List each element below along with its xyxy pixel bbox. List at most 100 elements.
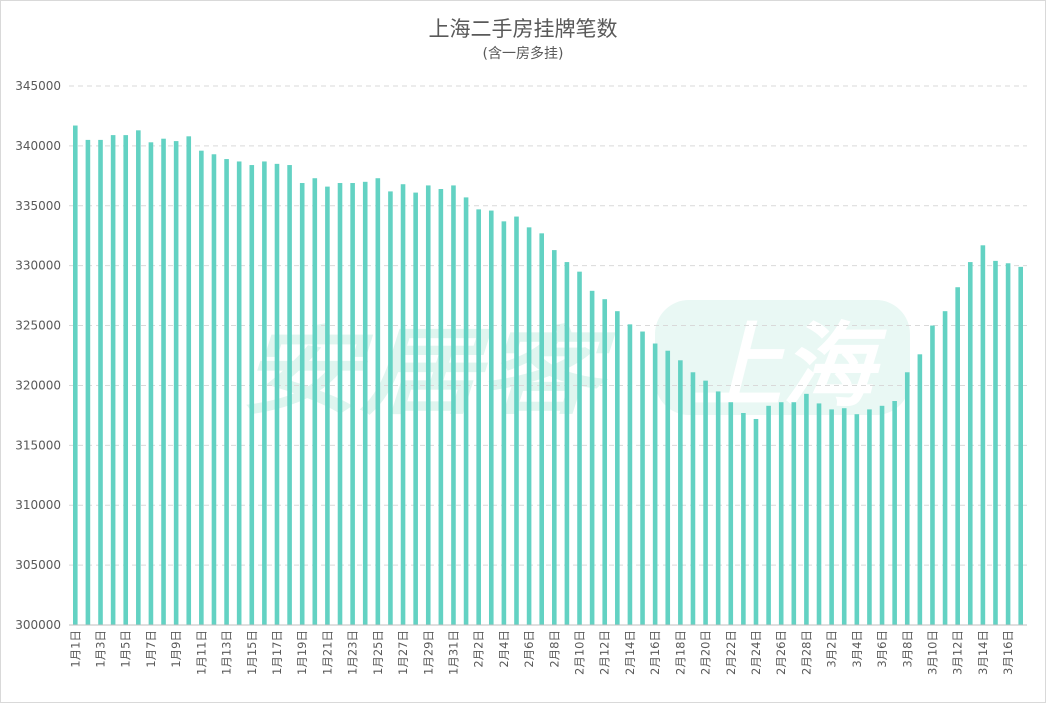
bar xyxy=(110,135,116,626)
bar xyxy=(514,216,519,625)
x-tick-label: 1月13日 xyxy=(220,630,234,675)
bar xyxy=(552,250,557,625)
bar xyxy=(804,393,809,625)
bar xyxy=(274,163,280,626)
bar xyxy=(312,178,318,626)
y-tick-label: 325000 xyxy=(15,319,61,333)
y-axis-ticks: 300000 305000 310000 315000 320000 325000 3300… xyxy=(15,79,61,632)
x-tick-label: 3月10日 xyxy=(925,630,939,675)
bar xyxy=(224,159,229,625)
bar xyxy=(539,233,544,625)
x-tick-label: 2月10日 xyxy=(573,630,587,675)
bar xyxy=(337,183,343,625)
bar xyxy=(85,139,91,625)
bar xyxy=(841,408,847,625)
x-tick-label: 2月16日 xyxy=(648,630,662,675)
bar xyxy=(867,409,872,625)
bar xyxy=(173,141,179,625)
x-tick-label: 3月8日 xyxy=(900,630,914,668)
x-tick-label: 1月17日 xyxy=(270,630,284,675)
bar xyxy=(640,331,645,625)
x-tick-label: 1月31日 xyxy=(446,630,460,675)
bar xyxy=(892,401,897,625)
gridlines xyxy=(69,85,1027,566)
bar xyxy=(917,354,923,625)
x-tick-label: 1月1日 xyxy=(68,630,82,668)
bar xyxy=(980,245,986,626)
bar-series xyxy=(73,125,1023,626)
bar xyxy=(778,402,784,625)
bar xyxy=(955,287,960,625)
bar xyxy=(930,325,935,625)
y-tick-label: 340000 xyxy=(15,139,61,153)
bar xyxy=(904,372,910,625)
x-tick-label: 2月18日 xyxy=(673,630,687,675)
x-tick-label: 1月3日 xyxy=(94,630,108,668)
x-tick-label: 1月21日 xyxy=(320,630,334,675)
x-tick-label: 2月28日 xyxy=(799,630,813,675)
bar xyxy=(526,227,532,625)
bar xyxy=(652,343,658,625)
x-tick-label: 2月12日 xyxy=(598,630,612,675)
bar xyxy=(262,161,267,625)
bar xyxy=(577,271,582,625)
y-tick-label: 345000 xyxy=(15,79,61,93)
bar xyxy=(829,409,834,625)
x-tick-label: 1月15日 xyxy=(245,630,259,675)
x-tick-label: 2月26日 xyxy=(774,630,788,675)
bar xyxy=(438,189,444,625)
bar xyxy=(413,192,418,625)
bar xyxy=(879,405,885,625)
bar xyxy=(199,150,204,625)
x-tick-label: 2月4日 xyxy=(497,630,511,668)
bar xyxy=(564,262,570,625)
bar xyxy=(741,412,746,625)
x-tick-label: 1月11日 xyxy=(194,630,208,675)
bar xyxy=(161,138,166,625)
bar xyxy=(388,191,393,625)
bar xyxy=(249,165,255,626)
bar xyxy=(400,184,406,625)
bar xyxy=(123,135,129,626)
bar xyxy=(854,414,860,625)
x-tick-label: 2月14日 xyxy=(623,630,637,675)
x-tick-label: 3月4日 xyxy=(850,630,864,668)
bar xyxy=(325,186,330,626)
bar xyxy=(463,197,469,625)
x-axis-ticks: 1月1日 1月3日 1月5日 1月7日 1月9日 1月11日 1月13日 1月15日 1月17日… xyxy=(68,630,1015,675)
bar xyxy=(602,299,608,625)
bar xyxy=(488,210,494,625)
x-tick-label: 2月22日 xyxy=(724,630,738,675)
bar xyxy=(715,391,721,625)
bar xyxy=(236,161,242,625)
bar xyxy=(993,260,998,625)
bar xyxy=(425,185,431,626)
x-tick-label: 2月8日 xyxy=(547,630,561,668)
bar xyxy=(665,350,671,625)
bar xyxy=(299,183,305,625)
x-tick-label: 1月9日 xyxy=(169,630,183,668)
x-tick-label: 1月25日 xyxy=(371,630,385,675)
y-tick-label: 330000 xyxy=(15,259,61,273)
bar xyxy=(73,125,78,625)
bar xyxy=(942,311,948,625)
y-tick-label: 310000 xyxy=(15,498,61,512)
bar xyxy=(728,402,734,625)
bar xyxy=(362,181,368,625)
bar xyxy=(451,185,456,626)
bar xyxy=(791,402,797,625)
bar xyxy=(136,130,141,625)
watermark-badge xyxy=(655,300,910,415)
y-tick-label: 315000 xyxy=(15,438,61,452)
x-tick-label: 2月24日 xyxy=(749,630,763,675)
y-tick-label: 305000 xyxy=(15,558,61,572)
x-tick-label: 1月29日 xyxy=(421,630,435,675)
x-tick-label: 3月6日 xyxy=(875,630,889,668)
x-tick-label: 1月5日 xyxy=(119,630,133,668)
x-tick-label: 3月2日 xyxy=(825,630,839,668)
x-tick-label: 1月19日 xyxy=(295,630,309,675)
x-tick-label: 1月27日 xyxy=(396,630,410,675)
x-tick-label: 3月14日 xyxy=(976,630,990,675)
bar xyxy=(287,165,292,626)
